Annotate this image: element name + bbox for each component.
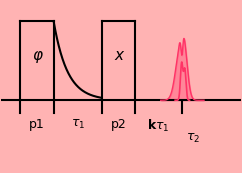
Text: $\tau_1$: $\tau_1$ — [71, 118, 85, 131]
Text: x: x — [114, 48, 123, 63]
Text: $\mathbf{k}\tau_1$: $\mathbf{k}\tau_1$ — [147, 118, 170, 134]
Text: p1: p1 — [29, 118, 45, 131]
Text: $\tau_2$: $\tau_2$ — [186, 132, 200, 145]
Text: p2: p2 — [111, 118, 127, 131]
Text: φ: φ — [32, 48, 42, 63]
